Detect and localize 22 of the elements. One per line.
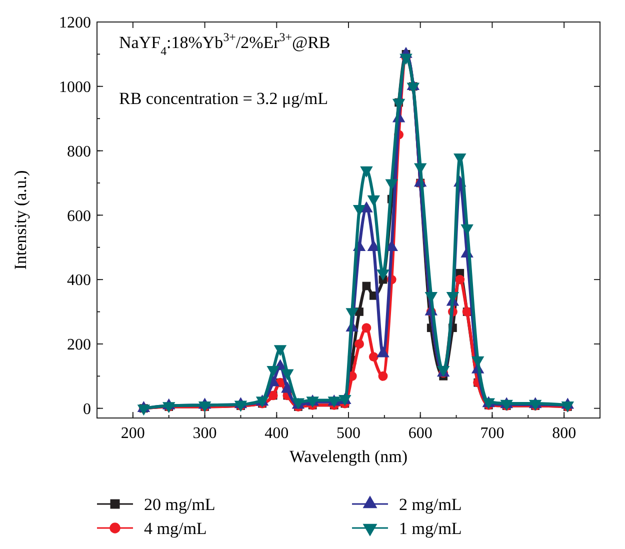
x-axis-title: Wavelength (nm) — [289, 447, 408, 466]
legend-label: 20 mg/mL — [144, 494, 216, 514]
x-tick-label: 500 — [336, 425, 360, 442]
y-tick-label: 1000 — [59, 78, 91, 96]
legend-label: 4 mg/mL — [144, 518, 207, 538]
x-tick-label: 800 — [552, 425, 576, 442]
x-tick-label: 700 — [480, 425, 504, 442]
legend-label: 1 mg/mL — [399, 518, 462, 538]
y-tick-label: 1200 — [59, 14, 91, 32]
y-axis-title: Intensity (a.u.) — [11, 170, 30, 270]
x-tick-label: 400 — [264, 425, 289, 442]
y-tick-label: 800 — [67, 143, 91, 160]
y-tick-label: 600 — [67, 208, 91, 225]
y-tick-label: 0 — [83, 400, 91, 418]
x-tick-label: 600 — [408, 425, 432, 442]
annotation: RB concentration = 3.2 μg/mL — [119, 89, 328, 108]
annotation: NaYF$_{4}$:18%Yb$^{3+}$/2%Er$^{3+}$@RB — [119, 30, 330, 58]
x-tick-label: 300 — [192, 425, 217, 442]
legend-label: 2 mg/mL — [399, 494, 462, 514]
y-tick-label: 200 — [67, 336, 91, 354]
y-tick-label: 400 — [67, 272, 91, 290]
x-tick-label: 200 — [120, 425, 145, 442]
